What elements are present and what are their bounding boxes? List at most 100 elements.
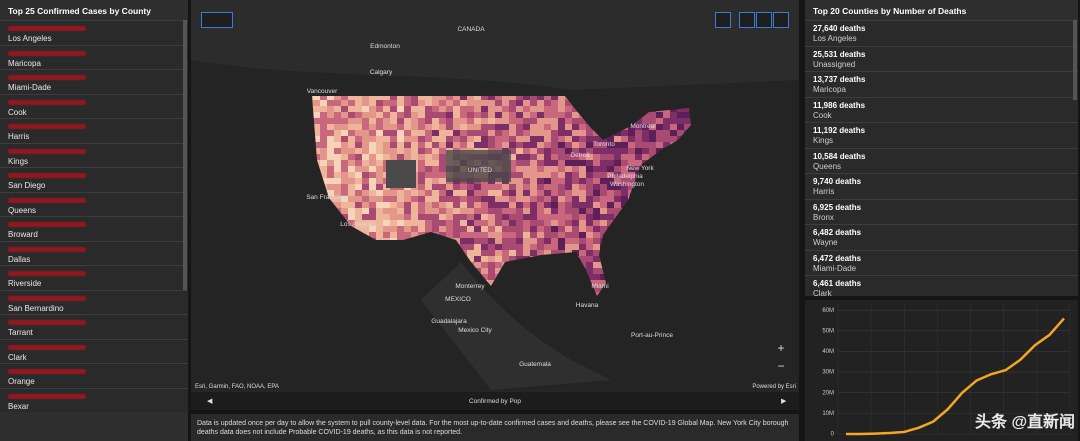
county-patch	[495, 130, 502, 136]
county-patch	[474, 184, 481, 190]
county-patch	[474, 100, 481, 106]
zoom-in[interactable]: +	[777, 341, 784, 355]
county-patch	[481, 244, 488, 250]
death-item[interactable]: 9,740 deaths Harris	[805, 173, 1078, 199]
county-patch	[593, 292, 600, 296]
county-item[interactable]: Miami-Dade	[0, 69, 188, 94]
county-patch	[586, 178, 593, 184]
county-patch	[341, 148, 348, 154]
county-item[interactable]: Maricopa	[0, 44, 188, 69]
basemap-button[interactable]	[201, 12, 233, 28]
county-patch	[383, 226, 390, 232]
county-patch	[558, 142, 565, 148]
county-patch	[418, 226, 425, 232]
county-patch	[558, 148, 565, 154]
county-patch	[544, 118, 551, 124]
search-button[interactable]	[715, 12, 731, 28]
county-patch	[551, 166, 558, 172]
county-patch	[341, 172, 348, 178]
county-patch	[334, 136, 341, 142]
county-item[interactable]: Riverside	[0, 265, 188, 290]
legend-button[interactable]	[756, 12, 772, 28]
county-item[interactable]: Queens	[0, 191, 188, 216]
county-item[interactable]: Broward	[0, 216, 188, 241]
print-button[interactable]	[739, 12, 755, 28]
county-item[interactable]: Tarrant	[0, 314, 188, 339]
county-patch	[418, 220, 425, 226]
death-item[interactable]: 6,461 deaths Clark	[805, 275, 1078, 296]
county-item[interactable]: Dallas	[0, 240, 188, 265]
county-patch	[488, 208, 495, 214]
county-patch	[376, 160, 383, 166]
map[interactable]: CANADA Edmonton Calgary Vancouver Montreal To…	[191, 0, 799, 410]
county-patch	[355, 178, 362, 184]
county-patch	[558, 106, 565, 112]
county-item[interactable]: Orange	[0, 363, 188, 388]
county-patch	[460, 106, 467, 112]
county-name: Dallas	[8, 254, 31, 264]
death-count: 6,472 deaths	[813, 253, 862, 263]
county-patch	[523, 196, 530, 202]
county-patch	[607, 142, 614, 148]
county-patch	[376, 100, 383, 106]
county-item[interactable]: Kings	[0, 142, 188, 167]
county-item[interactable]: Clark	[0, 338, 188, 363]
death-item[interactable]: 6,472 deaths Miami-Dade	[805, 249, 1078, 275]
county-patch	[572, 124, 579, 130]
county-item[interactable]: San Bernardino	[0, 289, 188, 314]
prev-button[interactable]: ◀	[207, 398, 213, 405]
county-patch	[369, 148, 376, 154]
county-patch	[439, 124, 446, 130]
county-patch	[656, 142, 663, 148]
county-patch	[404, 100, 411, 106]
death-item[interactable]: 6,482 deaths Wayne	[805, 224, 1078, 250]
death-item[interactable]: 13,737 deaths Maricopa	[805, 71, 1078, 97]
county-patch	[677, 118, 684, 124]
county-patch	[453, 208, 460, 214]
county-patch	[488, 250, 495, 256]
county-patch	[635, 136, 642, 142]
county-patch	[383, 96, 390, 100]
death-item[interactable]: 6,925 deaths Bronx	[805, 198, 1078, 224]
zoom-out[interactable]: −	[777, 359, 784, 373]
death-item[interactable]: 11,986 deaths Cook	[805, 96, 1078, 122]
county-patch	[453, 232, 460, 238]
death-item[interactable]: 27,640 deaths Los Angeles	[805, 20, 1078, 46]
death-item[interactable]: 11,192 deaths Kings	[805, 122, 1078, 148]
county-patch	[411, 124, 418, 130]
layers-button[interactable]	[773, 12, 789, 28]
county-patch	[474, 226, 481, 232]
county-patch	[607, 190, 614, 196]
county-patch	[383, 232, 390, 238]
county-patch	[516, 118, 523, 124]
county-patch	[579, 238, 586, 244]
county-patch	[425, 172, 432, 178]
county-patch	[593, 244, 600, 250]
scrollbar[interactable]	[183, 20, 187, 290]
county-patch	[656, 124, 663, 130]
county-patch	[635, 124, 642, 130]
county-patch	[432, 136, 439, 142]
county-patch	[593, 220, 600, 226]
county-patch	[523, 244, 530, 250]
county-patch	[474, 106, 481, 112]
place-label: Guatemala	[519, 361, 551, 368]
county-patch	[481, 184, 488, 190]
county-item[interactable]: Bexar	[0, 387, 188, 412]
death-item[interactable]: 25,531 deaths Unassigned	[805, 45, 1078, 71]
death-item[interactable]: 10,584 deaths Queens	[805, 147, 1078, 173]
county-patch	[551, 112, 558, 118]
next-button[interactable]: ▶	[781, 398, 787, 405]
county-patch	[495, 190, 502, 196]
county-item[interactable]: Los Angeles	[0, 20, 188, 45]
county-patch	[530, 124, 537, 130]
county-item[interactable]: Cook	[0, 93, 188, 118]
county-patch	[320, 124, 327, 130]
scrollbar[interactable]	[1073, 20, 1077, 100]
county-patch	[593, 274, 600, 280]
case-count	[8, 50, 86, 56]
county-item[interactable]: Harris	[0, 118, 188, 143]
county-patch	[425, 184, 432, 190]
county-item[interactable]: San Diego	[0, 167, 188, 192]
county-patch	[516, 106, 523, 112]
